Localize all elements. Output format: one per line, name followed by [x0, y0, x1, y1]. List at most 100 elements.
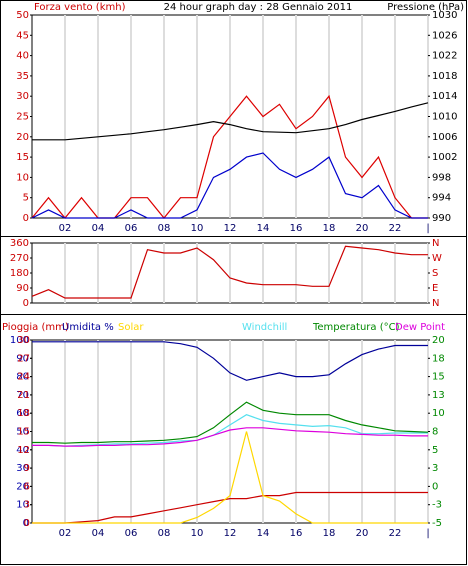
x-tick-label: 08: [158, 223, 171, 234]
legend-entry: Temperatura (°C): [312, 322, 400, 333]
y2-tick-label: N: [432, 298, 439, 309]
series-line: [32, 427, 428, 447]
y-tick-label: 5: [23, 193, 29, 204]
x-tick-label: 16: [290, 528, 303, 539]
y3-tick-label: 0: [24, 518, 30, 529]
y2-tick-label: N: [432, 238, 439, 249]
y-tick-label: 30: [16, 91, 29, 102]
legend-entry: Umidita %: [62, 322, 114, 333]
y2-axis-label: Pressione (hPa): [387, 2, 464, 13]
y-tick-label: 80: [16, 372, 29, 383]
y-tick-label: 0: [23, 213, 29, 224]
x-tick-label: 06: [125, 223, 138, 234]
y2-tick-label: 0: [432, 481, 438, 492]
legend-entry: Solar: [118, 322, 144, 333]
series-line: [32, 431, 428, 524]
y2-tick-label: 10: [432, 408, 445, 419]
y2-tick-label: E: [432, 283, 438, 294]
y2-tick-label: 5: [432, 445, 438, 456]
y-axis-label: Forza vento (kmh): [34, 2, 126, 13]
y2-tick-label: 18: [432, 353, 445, 364]
y3-tick-label: 30: [17, 335, 30, 346]
series-line: [32, 414, 428, 447]
y3-tick-label: 6: [24, 481, 30, 492]
y3-tick-label: 12: [17, 445, 30, 456]
y-tick-label: 40: [16, 51, 29, 62]
y2-tick-label: 1002: [432, 152, 457, 163]
y-tick-label: 0: [23, 518, 29, 529]
legend-entry: Windchill: [242, 322, 287, 333]
y-tick-label: 40: [16, 445, 29, 456]
chart-title: 24 hour graph day : 28 Gennaio 2011: [164, 2, 353, 13]
series-line: [32, 491, 428, 524]
y2-tick-label: W: [432, 253, 442, 264]
y3-tick-label: 24: [17, 372, 30, 383]
x-tick-label: 20: [356, 223, 369, 234]
legend-entry: Pioggia (mm): [2, 322, 69, 333]
x-tick-label: 18: [323, 223, 336, 234]
y3-tick-label: 21: [17, 390, 30, 401]
y2-tick-label: 998: [432, 172, 451, 183]
x-tick-label: 06: [125, 528, 138, 539]
y2-tick-label: 1018: [432, 71, 457, 82]
y-tick-label: 30: [16, 463, 29, 474]
x-tick-label: 02: [59, 528, 72, 539]
y-tick-label: 35: [16, 71, 29, 82]
y3-tick-label: 3: [24, 500, 30, 511]
series-line: [32, 401, 429, 444]
x-tick-label: 08: [158, 528, 171, 539]
x-tick-label: 10: [191, 223, 204, 234]
y2-tick-label: 1006: [432, 132, 457, 143]
y-tick-label: 50: [16, 10, 29, 21]
x-tick-label: 04: [92, 223, 105, 234]
x-tick-label: 12: [224, 223, 237, 234]
y2-tick-label: 1026: [432, 30, 457, 41]
y-tick-label: 0: [23, 298, 29, 309]
y2-tick-label: 994: [432, 193, 451, 204]
x-tick-label: 12: [224, 528, 237, 539]
y-tick-label: 270: [10, 253, 29, 264]
y2-tick-label: -5: [432, 518, 442, 529]
y2-tick-label: 1022: [432, 51, 457, 62]
y2-tick-label: 990: [432, 213, 451, 224]
y2-tick-label: 15: [432, 372, 445, 383]
y2-tick-label: 1010: [432, 112, 457, 123]
y2-tick-label: 3: [432, 463, 438, 474]
y3-tick-label: 27: [17, 353, 30, 364]
y2-tick-label: 1030: [432, 10, 457, 21]
x-tick-label: 22: [389, 223, 402, 234]
x-tick-label: 02: [59, 223, 72, 234]
y-tick-label: 25: [16, 112, 29, 123]
x-tick-label: 22: [389, 528, 402, 539]
y2-tick-label: S: [432, 268, 438, 279]
y2-tick-label: 1014: [432, 91, 457, 102]
x-tick-label: 14: [257, 223, 270, 234]
y-tick-label: 20: [16, 132, 29, 143]
y-tick-label: 10: [16, 500, 29, 511]
y-tick-label: 90: [16, 283, 29, 294]
series-line: [32, 341, 428, 381]
y2-tick-label: 20: [432, 335, 445, 346]
y-tick-label: 100: [10, 335, 29, 346]
series-line: [31, 152, 428, 219]
y-tick-label: 180: [10, 268, 29, 279]
y-tick-label: 90: [16, 353, 29, 364]
y3-tick-label: 18: [17, 408, 30, 419]
x-tick-label: 14: [257, 528, 270, 539]
x-tick-label: |: [426, 223, 429, 234]
x-tick-label: 18: [323, 528, 336, 539]
y-tick-label: 70: [16, 390, 29, 401]
y-tick-label: 50: [16, 427, 29, 438]
y2-tick-label: 8: [432, 427, 438, 438]
x-tick-label: 20: [356, 528, 369, 539]
x-tick-label: 10: [191, 528, 204, 539]
legend-entry: Dew Point: [395, 322, 445, 333]
y3-tick-label: 9: [24, 463, 30, 474]
y-tick-label: 10: [16, 172, 29, 183]
y-tick-label: 45: [16, 30, 29, 41]
y-tick-label: 15: [16, 152, 29, 163]
x-tick-label: 16: [290, 223, 303, 234]
series-line: [31, 245, 428, 299]
y-tick-label: 20: [16, 481, 29, 492]
